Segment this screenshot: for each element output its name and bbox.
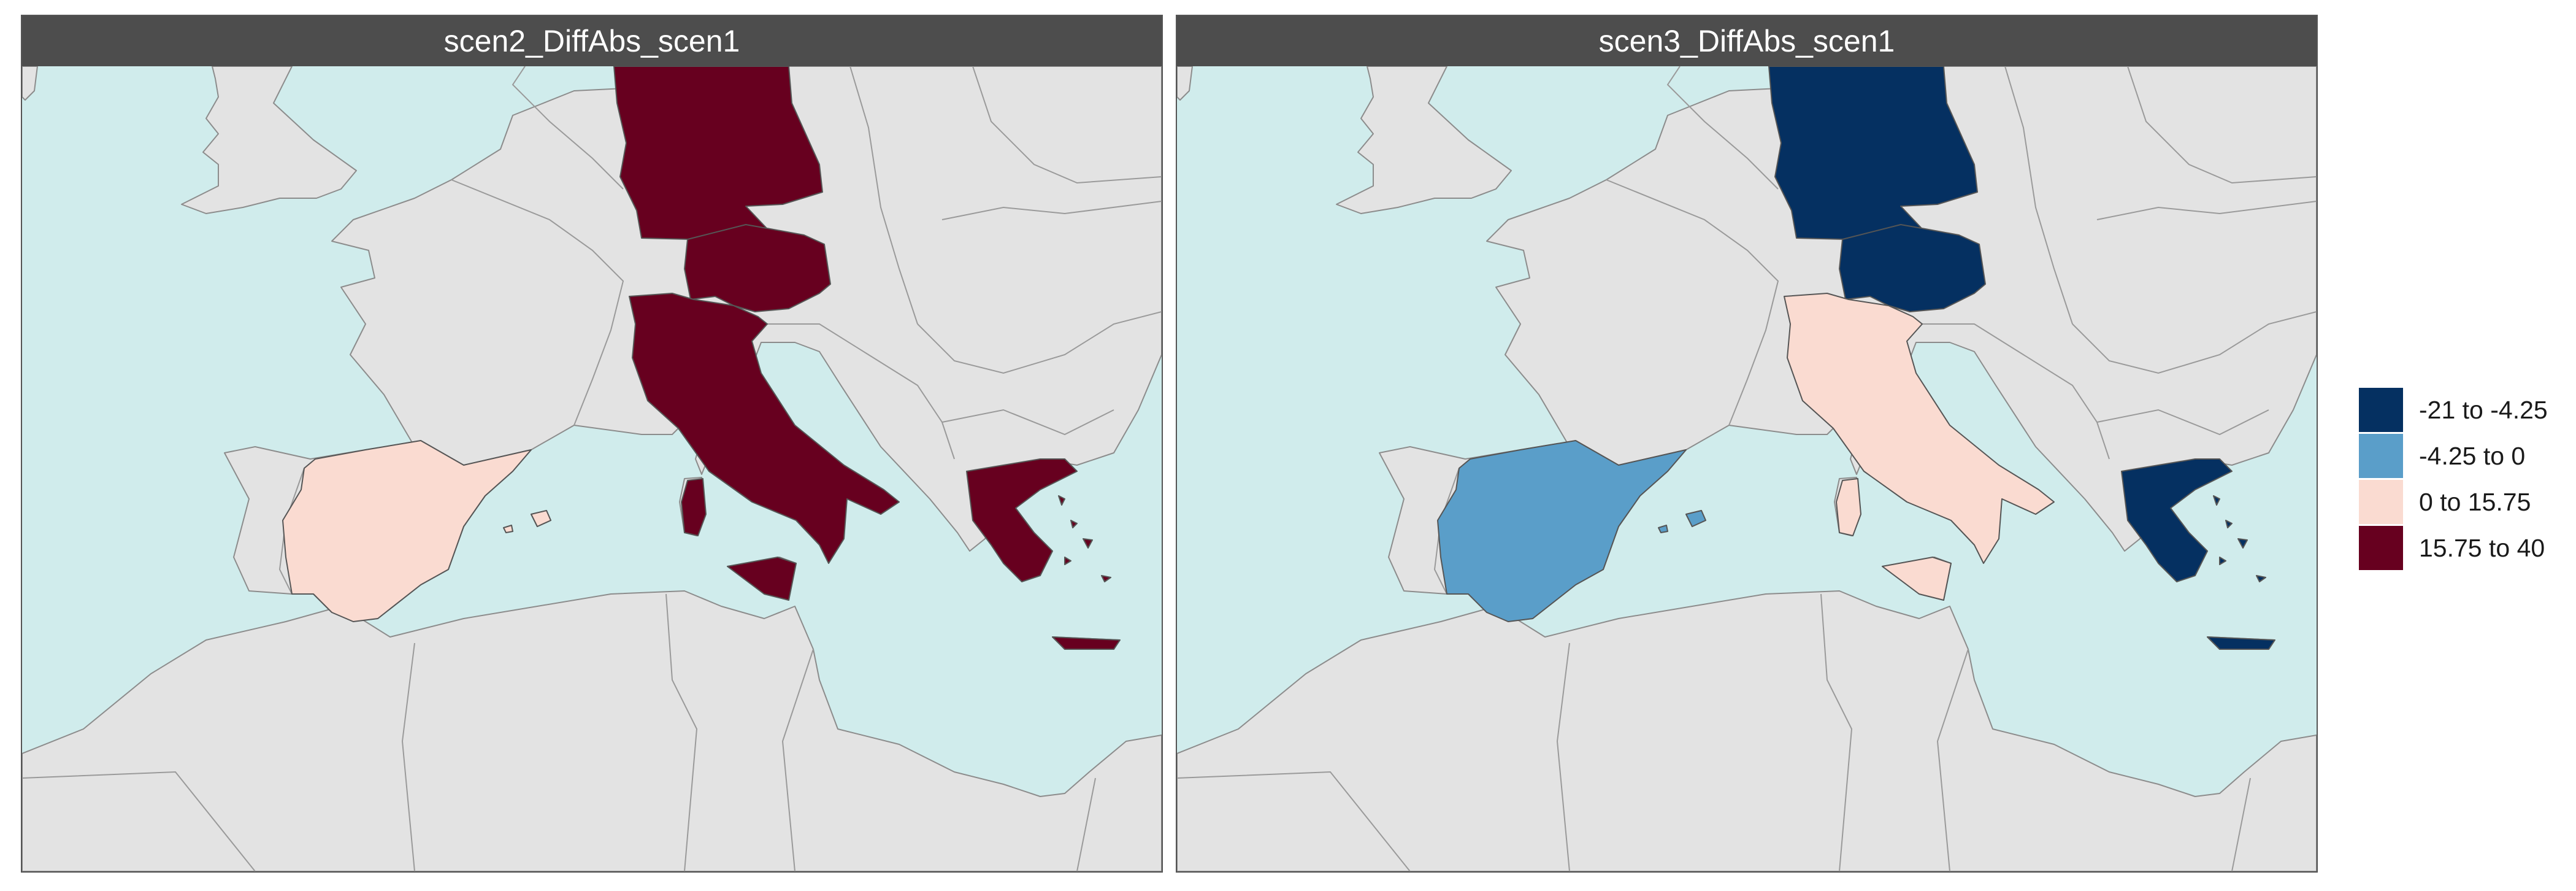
legend-item: 0 to 15.75 (2359, 480, 2548, 524)
region-balearic (1658, 510, 1706, 533)
region-sicily (1882, 557, 1952, 601)
legend-swatch (2359, 480, 2403, 524)
region-balearic (503, 510, 551, 533)
panel-title: scen3_DiffAbs_scen1 (1177, 16, 2317, 66)
region-sardinia (681, 478, 707, 536)
region-greece (966, 458, 1078, 582)
region-spain (1437, 440, 1687, 622)
region-crete (1052, 636, 1121, 650)
panel-title: scen2_DiffAbs_scen1 (22, 16, 1162, 66)
map-panel-left: scen2_DiffAbs_scen1 (21, 15, 1163, 873)
legend: -21 to -4.25 -4.25 to 0 0 to 15.75 15.75… (2359, 388, 2548, 572)
legend-item: -4.25 to 0 (2359, 434, 2548, 478)
legend-swatch (2359, 434, 2403, 478)
legend-swatch (2359, 526, 2403, 570)
legend-label: 0 to 15.75 (2419, 487, 2531, 516)
legend-item: 15.75 to 40 (2359, 526, 2548, 570)
region-greek-islands (1058, 495, 1111, 582)
legend-label: -4.25 to 0 (2419, 441, 2526, 470)
region-sicily (727, 557, 797, 601)
legend-swatch (2359, 388, 2403, 432)
legend-item: -21 to -4.25 (2359, 388, 2548, 432)
map-area (22, 66, 1162, 871)
region-greece (2121, 458, 2233, 582)
map-panel-right: scen3_DiffAbs_scen1 (1176, 15, 2318, 873)
region-sardinia (1836, 478, 1861, 536)
legend-label: 15.75 to 40 (2419, 533, 2545, 562)
region-crete (2207, 636, 2275, 650)
region-greek-islands (2213, 495, 2266, 582)
map-area (1177, 66, 2317, 871)
region-spain (282, 440, 532, 622)
legend-label: -21 to -4.25 (2419, 395, 2548, 424)
